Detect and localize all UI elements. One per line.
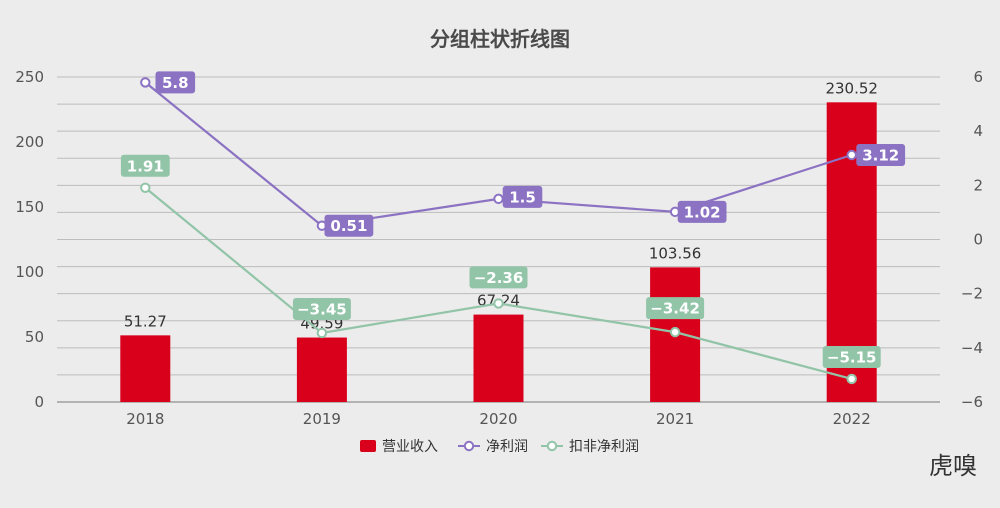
line-data-label: −3.42: [650, 300, 700, 318]
line-data-label: 1.91: [127, 157, 164, 175]
legend-label: 净利润: [486, 439, 528, 455]
line-data-label-box: [120, 154, 170, 177]
line-data-label-box: [646, 297, 705, 320]
left-axis-tick-label: 150: [15, 198, 44, 216]
right-axis-tick-label: 4: [973, 122, 983, 140]
line-data-label-box: [324, 214, 374, 237]
line-data-label: 1.02: [684, 203, 721, 221]
bar: [296, 337, 347, 402]
line-data-label: −3.45: [297, 300, 347, 318]
legend-swatch-marker: [546, 440, 558, 452]
legend-swatch-marker: [463, 440, 475, 452]
bar-data-label: 103.56: [649, 244, 702, 262]
line-data-label-box: [469, 266, 528, 289]
right-axis-tick-label: 2: [973, 176, 983, 194]
right-axis-tick-label: −2: [961, 285, 983, 303]
line-data-label-box: [502, 185, 543, 208]
bar-series: [120, 102, 877, 402]
left-axis-tick-label: 200: [15, 133, 44, 151]
bar-data-label: 230.52: [825, 79, 878, 97]
x-axis-ticks: 2018 2019 2020 2021 2022: [126, 410, 871, 428]
legend: 营业收入 净利润 扣非净利润: [360, 439, 639, 455]
legend-swatch: [360, 440, 376, 452]
line-data-label-box: [856, 144, 906, 166]
x-axis-tick-label: 2020: [479, 410, 517, 428]
line-data-label-box: [292, 297, 351, 320]
bar: [120, 335, 171, 402]
left-axis-tick-label: 250: [15, 68, 44, 86]
x-axis-tick-label: 2019: [303, 410, 341, 428]
watermark-logo: 虎嗅: [929, 452, 977, 480]
x-axis-tick-label: 2022: [833, 410, 871, 428]
left-axis-ticks: 0 50 100 150 200 250: [15, 68, 44, 411]
bar-data-label: 51.27: [124, 312, 167, 330]
series-point: [140, 77, 151, 88]
series-point: [316, 327, 328, 339]
series-point: [493, 193, 504, 205]
right-axis-tick-label: −6: [961, 393, 983, 411]
series-point: [140, 182, 151, 193]
line-data-label: −5.15: [827, 348, 877, 366]
series-point: [493, 298, 504, 309]
right-axis-tick-label: 0: [973, 231, 983, 249]
line-data-label: −2.36: [474, 269, 524, 287]
line-series: 5.8 0.51 1.5 1.02 3.12 1.91 −3.45 −2.36 −3.42 −5.…: [120, 71, 906, 385]
line-data-label: 5.8: [162, 74, 189, 92]
right-axis-ticks: −6 −4 −2 0 2 4 6: [961, 68, 983, 411]
right-axis-tick-label: 6: [973, 68, 983, 86]
left-axis-tick-label: 0: [34, 393, 44, 411]
line-data-label: 3.12: [862, 147, 899, 165]
line-data-label-box: [822, 345, 881, 368]
line-data-label-box: [155, 71, 196, 94]
line-data-label: 1.5: [509, 188, 536, 206]
right-axis-tick-label: −4: [961, 339, 983, 357]
bar: [473, 314, 524, 402]
line-data-label: 0.51: [330, 217, 367, 235]
chart-title: 分组柱状折线图: [430, 27, 570, 51]
left-axis-tick-label: 100: [15, 263, 44, 281]
x-axis-tick-label: 2018: [126, 410, 164, 428]
series-point: [846, 373, 857, 385]
x-axis-tick-label: 2021: [656, 410, 694, 428]
legend-label: 营业收入: [382, 439, 438, 455]
left-axis-tick-label: 50: [25, 328, 44, 346]
line-data-label-box: [677, 200, 727, 223]
series-point: [669, 326, 681, 338]
series-point: [846, 149, 857, 161]
legend-label: 扣非净利润: [569, 439, 639, 455]
